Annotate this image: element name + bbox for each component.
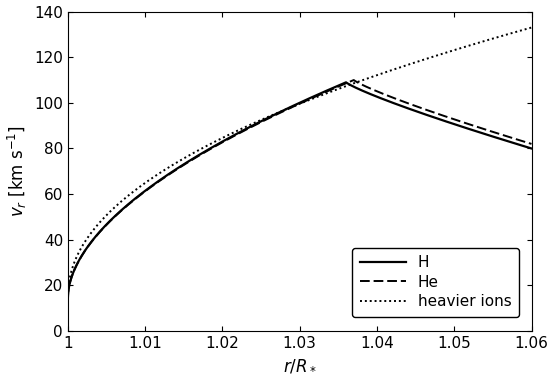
H [343,80,350,85]
He [278,110,284,115]
Line: heavier ions: heavier ions [68,27,531,297]
He [65,294,71,299]
Line: He: He [68,80,531,297]
H [515,142,522,147]
Legend: H, He, heavier ions: H, He, heavier ions [352,247,519,317]
heavier ions [278,109,284,114]
He [290,104,297,109]
H [528,146,535,151]
heavier ions [515,29,521,33]
He [350,78,357,82]
He [515,138,522,142]
H [88,239,95,244]
H [65,294,71,299]
H [430,115,437,119]
He [430,110,437,114]
heavier ions [290,104,297,109]
Line: H: H [68,82,531,297]
Y-axis label: $v_r\ [\mathrm{km\ s^{-1}}]$: $v_r\ [\mathrm{km\ s^{-1}}]$ [6,125,29,217]
He [88,239,95,244]
X-axis label: $r/R_*$: $r/R_*$ [283,356,316,374]
H [290,103,297,108]
heavier ions [65,294,71,299]
He [515,138,521,142]
heavier ions [430,54,437,59]
H [278,109,284,114]
H [515,142,521,147]
heavier ions [88,230,95,234]
heavier ions [528,25,535,30]
heavier ions [515,29,521,34]
He [528,142,535,146]
